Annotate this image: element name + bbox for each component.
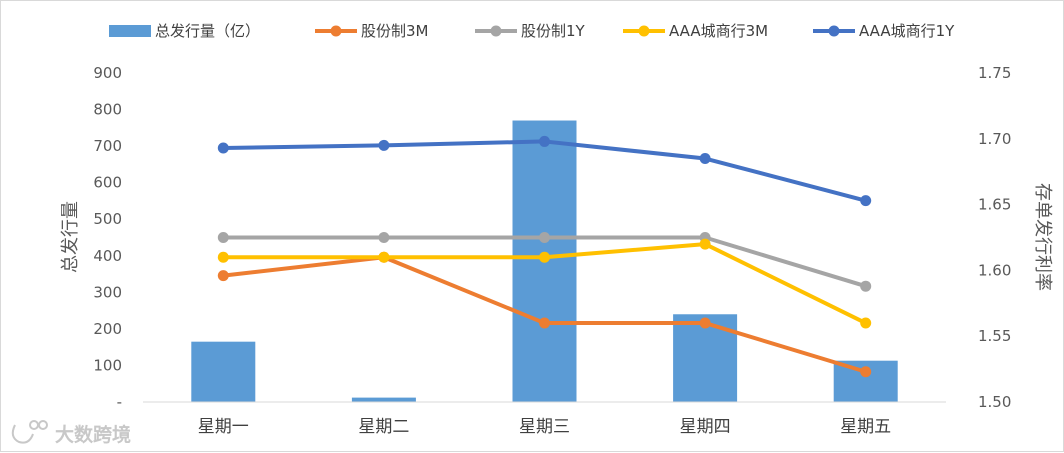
legend-label: 总发行量（亿）	[155, 22, 260, 40]
left-tick-label: -	[117, 393, 122, 411]
series-point	[539, 232, 550, 243]
right-tick-label: 1.75	[978, 64, 1011, 82]
series-point	[539, 317, 550, 329]
series-point	[699, 153, 711, 165]
watermark: 大数跨境	[11, 420, 131, 446]
watermark-text: 大数跨境	[55, 423, 131, 446]
right-tick-label: 1.65	[978, 196, 1011, 214]
right-axis: 1.50 1.55 1.60 1.65 1.70 1.75	[978, 64, 1011, 411]
legend-label: AAA城商行3M	[669, 22, 768, 40]
series-point	[699, 238, 711, 250]
legend-swatch-marker	[490, 25, 502, 37]
category-label: 星期五	[840, 417, 891, 437]
series-point	[860, 280, 872, 292]
series-point	[860, 366, 872, 378]
right-tick-label: 1.70	[978, 130, 1011, 148]
series-point	[378, 139, 390, 151]
series-point	[860, 317, 872, 329]
legend-label: AAA城商行1Y	[859, 22, 955, 40]
right-tick-label: 1.50	[978, 393, 1011, 411]
series-point	[539, 135, 550, 147]
left-tick-label: 700	[93, 137, 122, 155]
left-tick-label: 100	[93, 356, 122, 374]
category-label: 星期三	[519, 417, 570, 437]
series-point	[860, 195, 872, 207]
legend-swatch-marker	[828, 25, 840, 37]
series-point	[378, 232, 390, 243]
left-axis: - 100 200 300 400 500 600 700 800 900	[93, 64, 122, 411]
left-tick-label: 600	[93, 174, 122, 192]
legend-swatch-marker	[330, 25, 342, 37]
legend-swatch-marker	[638, 25, 650, 37]
right-tick-label: 1.55	[978, 327, 1011, 345]
series-point	[217, 270, 229, 282]
legend: 总发行量（亿） 股份制3M 股份制1Y AAA城商行3M AAA城商行1Y	[109, 22, 955, 40]
series-point	[217, 232, 229, 243]
right-tick-label: 1.60	[978, 261, 1011, 279]
left-tick-label: 200	[93, 320, 122, 338]
series-point	[539, 251, 550, 263]
legend-swatch-bar	[109, 25, 151, 37]
left-tick-label: 300	[93, 283, 122, 301]
line-series	[217, 135, 872, 378]
category-label: 星期四	[680, 417, 731, 437]
legend-label: 股份制3M	[361, 22, 429, 40]
left-axis-title: 总发行量	[60, 201, 81, 273]
series-point	[217, 142, 229, 154]
left-tick-label: 900	[93, 64, 122, 82]
bar	[191, 341, 256, 402]
left-tick-label: 800	[93, 101, 122, 119]
right-axis-title: 存单发行利率	[1032, 183, 1053, 291]
category-label: 星期一	[198, 417, 249, 437]
left-tick-label: 400	[93, 247, 122, 265]
legend-label: 股份制1Y	[521, 22, 586, 40]
bar	[351, 397, 416, 402]
series-point	[217, 251, 229, 263]
watermark-logo-icon	[11, 420, 48, 444]
left-tick-label: 500	[93, 210, 122, 228]
series-point	[378, 251, 390, 263]
series-point	[699, 317, 711, 329]
category-labels: 星期一 星期二 星期三 星期四 星期五	[198, 417, 891, 437]
category-label: 星期二	[358, 417, 409, 437]
